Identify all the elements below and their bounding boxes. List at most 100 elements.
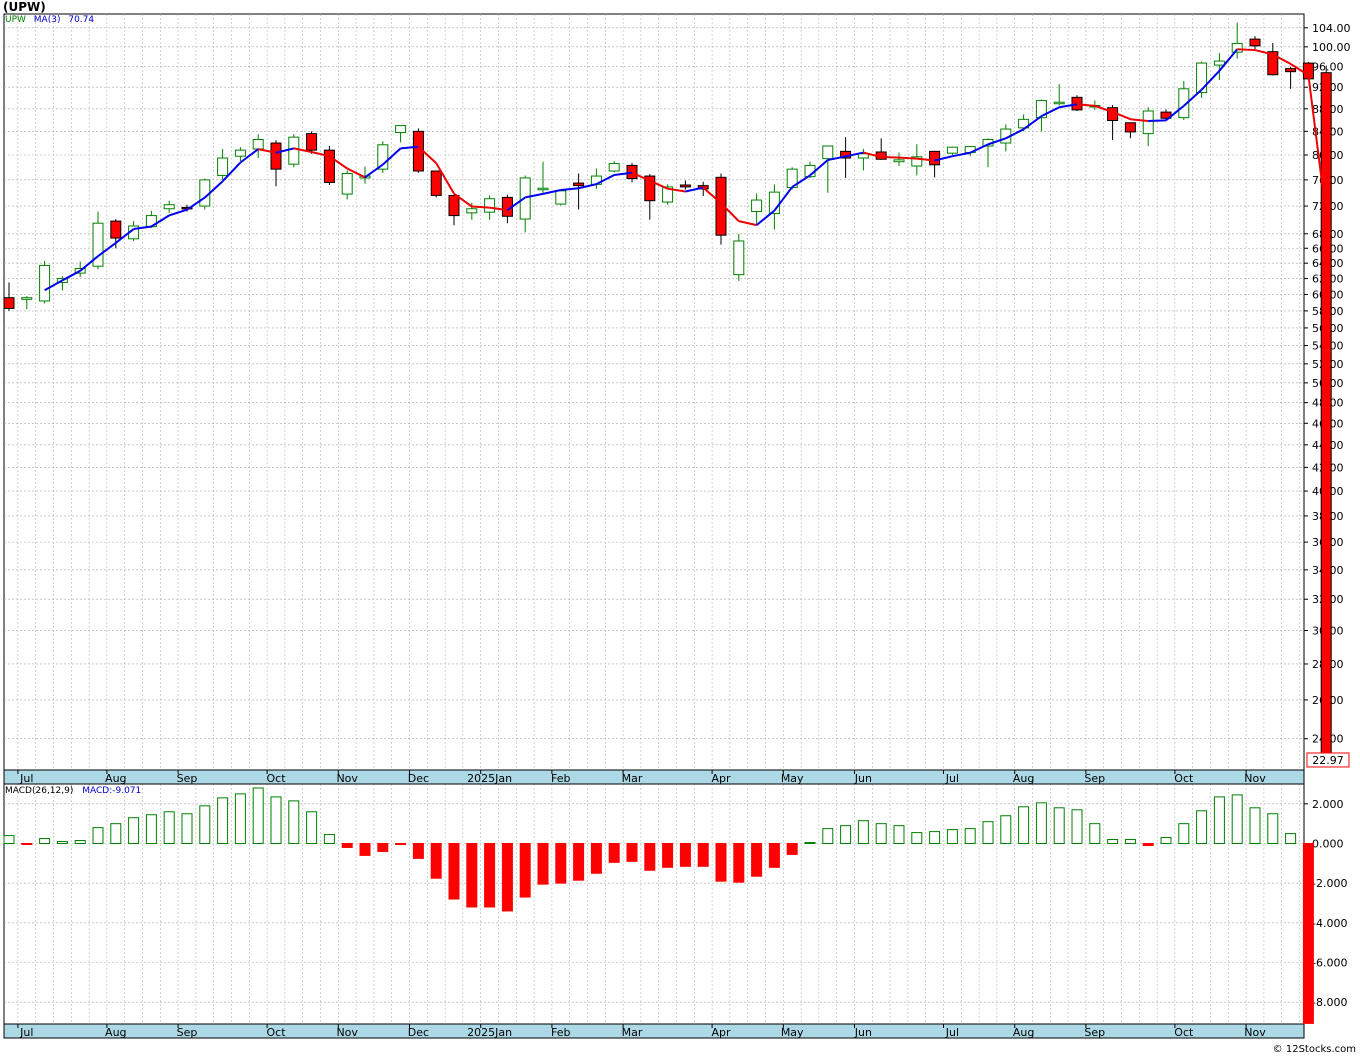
x-tick-label: Nov [1244, 772, 1266, 785]
macd-bar [74, 840, 86, 845]
macd-panel [3, 783, 1305, 1025]
macd-bar [822, 828, 834, 845]
macd-bar [662, 843, 674, 868]
candle-body [857, 153, 869, 159]
macd-tick-label: -6.000 [1312, 957, 1347, 970]
ma-segment [934, 155, 953, 162]
x-tick-label: Sep [1084, 772, 1105, 785]
ma-segment [1290, 63, 1309, 76]
x-tick-label: Jun [854, 772, 872, 785]
macd-bar [1178, 823, 1190, 845]
ma-segment [1218, 48, 1238, 72]
candle-body [911, 156, 923, 167]
macd-bar [110, 823, 122, 845]
macd-bar [519, 843, 531, 898]
ma-segment [1237, 48, 1256, 52]
candle-body [234, 149, 246, 157]
macd-bar [1000, 815, 1012, 845]
ma-segment [346, 167, 366, 179]
ma-segment [773, 186, 793, 212]
candle-body [466, 208, 478, 214]
x-tick-label: 2025Jan [467, 1026, 512, 1039]
price-panel [3, 13, 1305, 771]
macd-bar [608, 843, 620, 863]
ma-segment [1112, 111, 1131, 121]
ma-segment [506, 196, 526, 211]
candle-body [608, 163, 620, 172]
macd-bar [911, 832, 923, 845]
ma-segment [1040, 106, 1060, 118]
ma-segment [685, 186, 704, 193]
legend-ma-label: MA(3) [33, 15, 61, 25]
candle-body [306, 133, 318, 151]
candle-body [679, 184, 691, 188]
candle-body [39, 264, 51, 302]
x-tick-label: Sep [177, 1026, 198, 1039]
last-price-label: 22.97 [1312, 754, 1344, 767]
macd-tick-label: 0.000 [1312, 838, 1344, 851]
candle-body [217, 157, 229, 176]
macd-bar [484, 843, 496, 908]
candle-body [1178, 88, 1190, 119]
candle-body [573, 182, 585, 187]
macd-bar [377, 843, 389, 852]
price-legend: UPW MA(3) 70.74 [5, 15, 94, 25]
macd-bar [92, 827, 104, 845]
x-tick-label: Mar [622, 772, 643, 785]
macd-bar [359, 843, 371, 856]
macd-bar [1018, 806, 1030, 845]
macd-bar [1124, 839, 1136, 845]
ma-segment [1165, 105, 1185, 122]
candle-body [929, 150, 941, 166]
macd-bar [626, 843, 638, 862]
price-tick-label: 96.00 [1312, 61, 1344, 74]
candle-body [199, 179, 211, 207]
candle-body [537, 187, 549, 191]
candle-body [1124, 122, 1136, 133]
ma-segment [987, 137, 1007, 146]
x-tick-label: Jul [19, 1026, 33, 1039]
ma-segment [755, 209, 776, 226]
ma-segment [61, 269, 81, 282]
candle-body [662, 186, 674, 203]
ma-segment [667, 187, 686, 193]
macd-bar [840, 825, 852, 845]
macd-bar [252, 787, 264, 845]
macd-bar [39, 838, 51, 845]
macd-tick-label: 2.000 [1312, 798, 1344, 811]
ma-segment [258, 148, 277, 154]
macd-bar [217, 797, 229, 845]
candle-body [1018, 118, 1030, 129]
x-tick-label: Mar [622, 1026, 643, 1039]
candle-body [92, 222, 104, 267]
x-tick-label: Aug [105, 772, 126, 785]
ma-segment [1307, 74, 1328, 217]
macd-bar [306, 811, 318, 845]
macd-legend-label: MACD(26,12,9) [5, 786, 74, 796]
macd-bar [679, 843, 691, 867]
candle-body [1249, 38, 1261, 47]
ma-segment [791, 174, 811, 188]
ma-segment [595, 174, 615, 186]
x-tick-label: 2025Jan [467, 772, 512, 785]
ma-segment [204, 180, 224, 199]
candle-body [395, 125, 407, 133]
macd-bar [804, 842, 816, 845]
price-tick-label: 100.00 [1312, 41, 1351, 54]
macd-bar [1071, 809, 1083, 845]
ma-segment [1272, 53, 1292, 65]
last-price-box [1306, 752, 1350, 768]
candle-body [288, 136, 300, 165]
macd-bar [56, 841, 68, 845]
ma-segment [649, 179, 669, 190]
macd-bar [1267, 813, 1279, 845]
candle-body [1285, 68, 1297, 73]
macd-bar [1196, 810, 1208, 845]
ma-segment [133, 225, 152, 231]
ma-segment [560, 187, 579, 191]
candle-body [715, 176, 727, 236]
candle-body [555, 190, 567, 205]
ma-segment [1094, 104, 1113, 113]
macd-bar [982, 821, 994, 845]
